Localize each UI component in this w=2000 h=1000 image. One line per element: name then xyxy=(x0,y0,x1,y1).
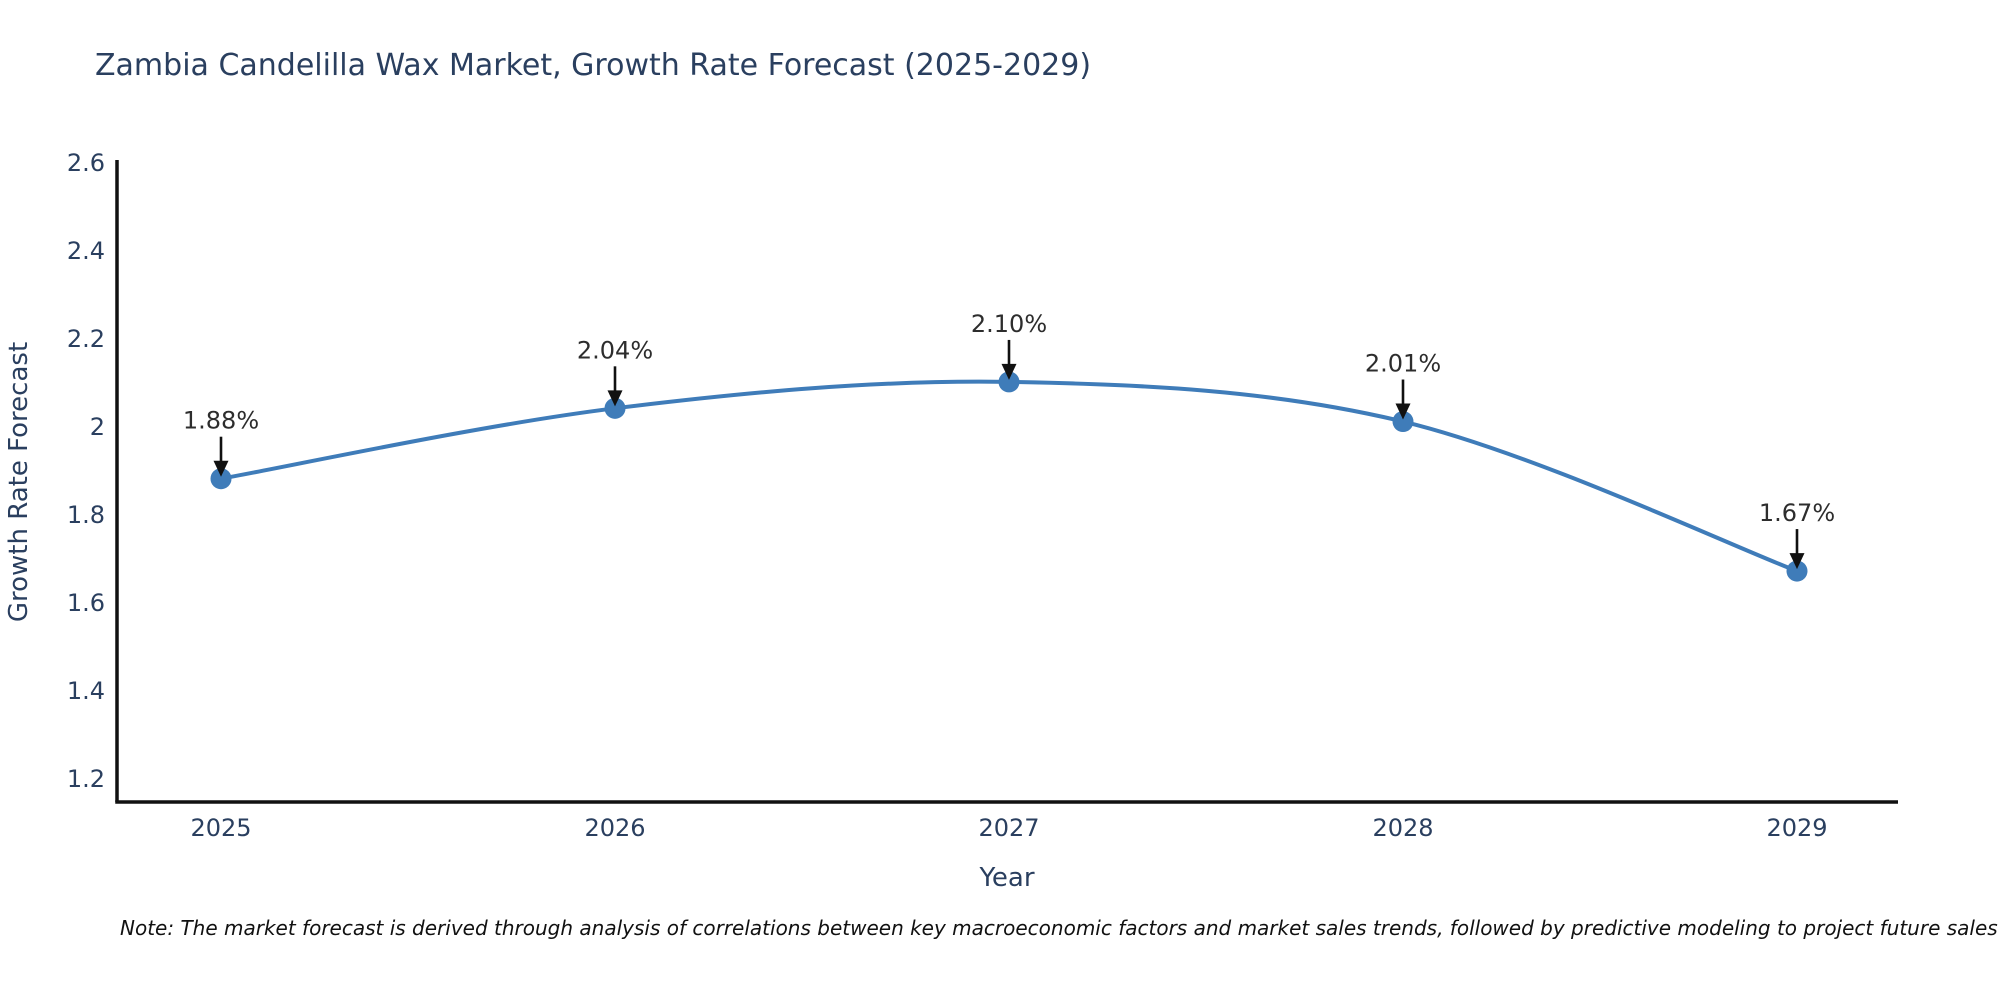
axes xyxy=(115,160,1898,804)
annotation-arrow-head xyxy=(213,460,229,477)
annotation-arrow-head xyxy=(1789,553,1805,570)
annotation-label: 2.10% xyxy=(971,310,1047,338)
y-tick-label: 1.4 xyxy=(67,677,105,705)
x-tick-label: 2027 xyxy=(978,814,1039,842)
x-tick-label: 2026 xyxy=(584,814,645,842)
data-point-marker xyxy=(1786,560,1808,582)
point-annotations: 1.88% 2.04% 2.10% 2.01% 1.67% xyxy=(183,310,1835,570)
y-axis-title: Growth Rate Forecast xyxy=(4,342,34,622)
series-line xyxy=(220,379,1798,573)
footnote: Note: The market forecast is derived thr… xyxy=(120,916,1998,940)
data-point-marker xyxy=(210,468,232,490)
annotation-label: 2.04% xyxy=(577,336,653,364)
annotation-arrow-head xyxy=(607,390,623,407)
y-tick-label: 2 xyxy=(90,413,105,441)
data-point-marker xyxy=(1392,411,1414,433)
y-tick-label: 2.2 xyxy=(67,325,105,353)
y-tick-label: 1.8 xyxy=(67,501,105,529)
data-series xyxy=(210,371,1808,582)
data-point-marker xyxy=(604,397,626,419)
y-tick-label: 2.6 xyxy=(67,149,105,177)
x-tick-label: 2025 xyxy=(190,814,251,842)
annotation-arrow-head xyxy=(1001,363,1017,380)
y-axis-tick-labels: 1.2 1.4 1.6 1.8 2 2.2 2.4 2.6 xyxy=(67,149,105,793)
chart-title: Zambia Candelilla Wax Market, Growth Rat… xyxy=(95,48,1092,83)
x-tick-label: 2029 xyxy=(1766,814,1827,842)
data-point-marker xyxy=(998,371,1020,393)
annotation-label: 1.88% xyxy=(183,407,259,435)
x-tick-label: 2028 xyxy=(1372,814,1433,842)
y-tick-label: 2.4 xyxy=(67,237,105,265)
y-tick-label: 1.6 xyxy=(67,589,105,617)
x-axis-title: Year xyxy=(978,863,1034,893)
annotation-label: 2.01% xyxy=(1365,350,1441,378)
x-axis-tick-labels: 2025 2026 2027 2028 2029 xyxy=(190,814,1827,842)
y-tick-label: 1.2 xyxy=(67,765,105,793)
annotation-arrow-head xyxy=(1395,403,1411,420)
annotation-label: 1.67% xyxy=(1759,499,1835,527)
